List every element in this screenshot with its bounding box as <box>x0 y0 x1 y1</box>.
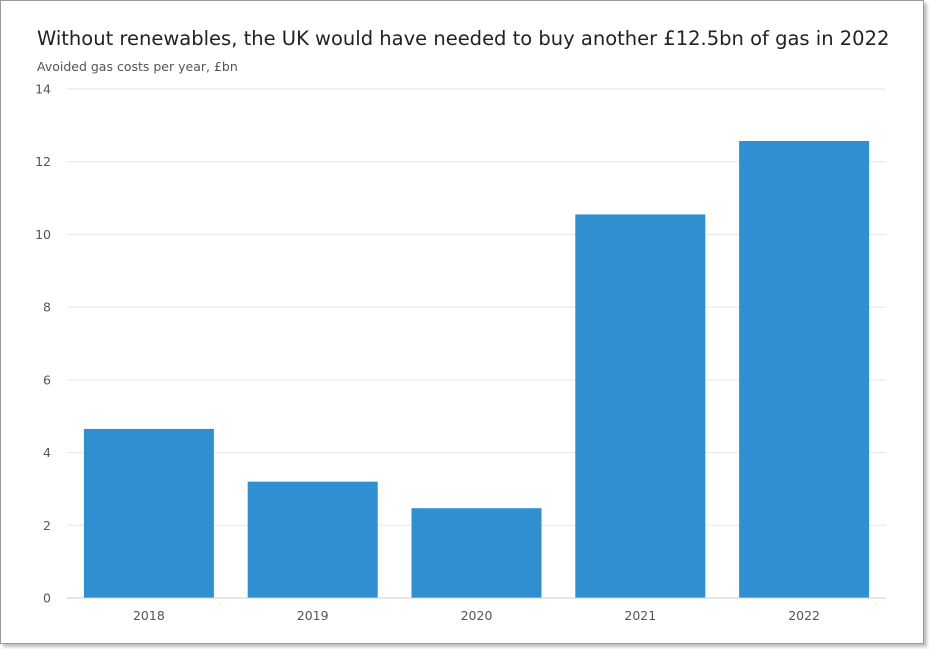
y-tick-label: 2 <box>43 518 51 533</box>
x-tick-label: 2018 <box>133 608 165 623</box>
bar <box>411 508 542 598</box>
y-tick-label: 4 <box>43 445 51 460</box>
y-tick-label: 8 <box>43 300 51 315</box>
chart-subtitle: Avoided gas costs per year, £bn <box>37 59 238 74</box>
bar <box>247 481 378 598</box>
x-tick-label: 2021 <box>624 608 656 623</box>
y-tick-label: 10 <box>35 227 51 242</box>
bar <box>739 140 870 598</box>
bar <box>83 428 214 598</box>
bar <box>575 214 706 599</box>
x-tick-label: 2022 <box>788 608 820 623</box>
y-tick-label: 14 <box>35 82 51 97</box>
y-tick-label: 12 <box>35 154 51 169</box>
x-tick-label: 2020 <box>461 608 493 623</box>
y-tick-label: 0 <box>43 591 51 606</box>
x-tick-label: 2019 <box>297 608 329 623</box>
y-tick-label: 6 <box>43 372 51 387</box>
chart-title: Without renewables, the UK would have ne… <box>37 27 890 50</box>
